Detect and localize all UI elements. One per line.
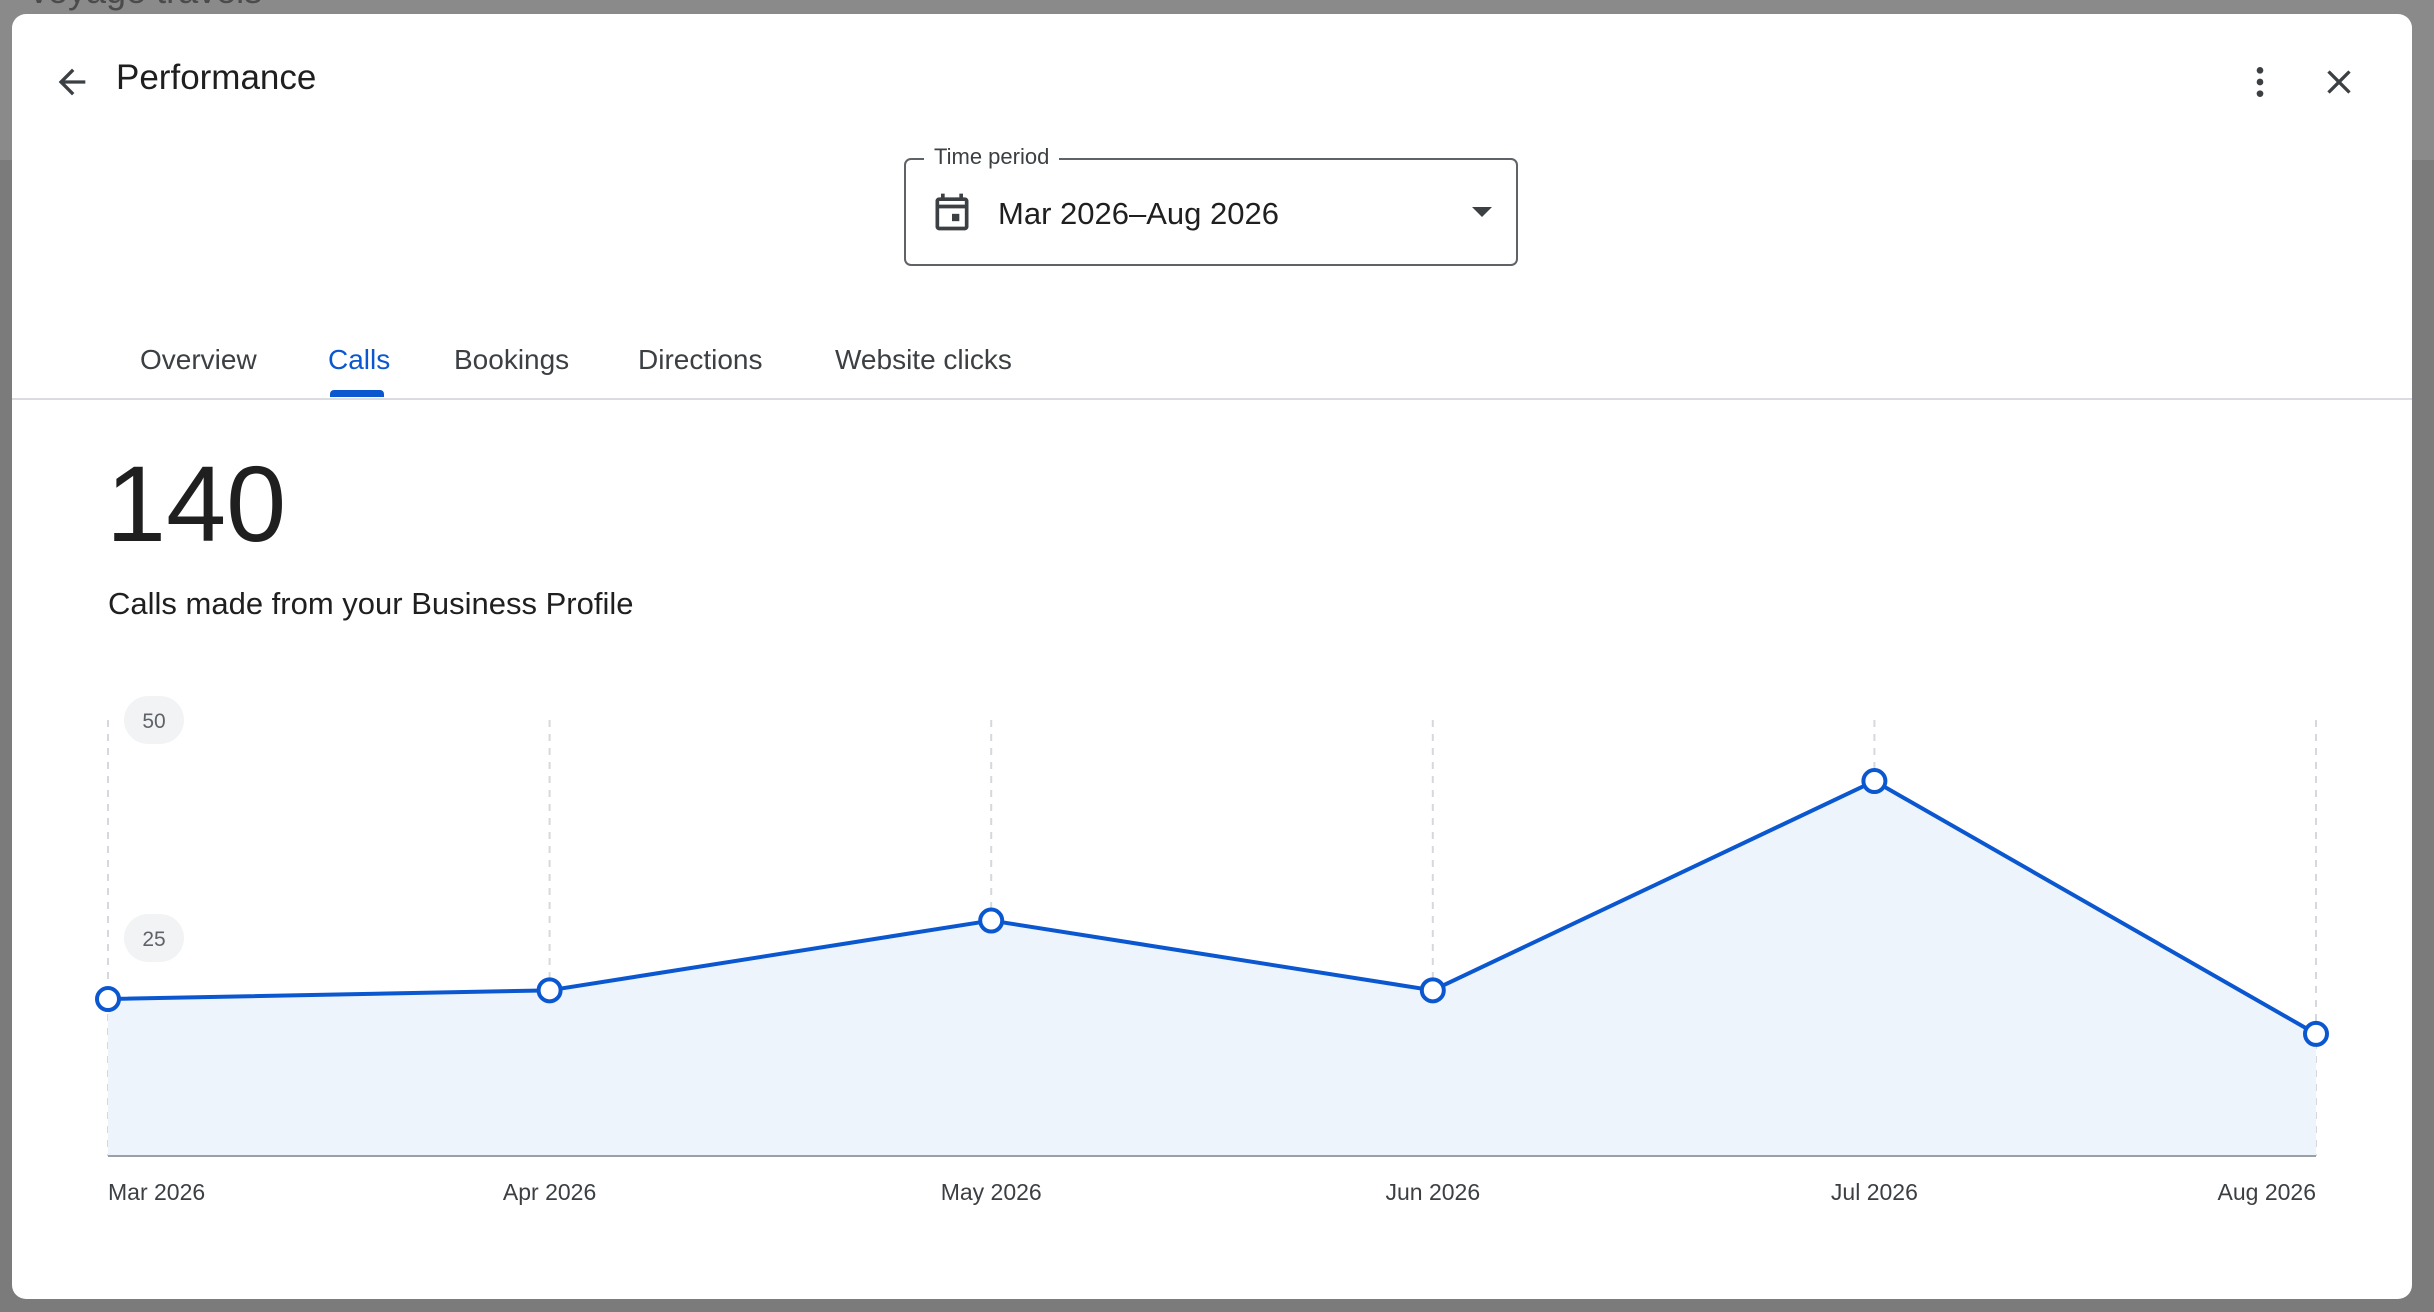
x-tick-label: Apr 2026	[503, 1179, 596, 1205]
page-title: Performance	[116, 58, 317, 97]
time-period-label: Time period	[924, 144, 1060, 170]
x-tick-label: Mar 2026	[108, 1179, 205, 1205]
data-point	[1419, 977, 1446, 1004]
performance-dialog: Performance Time period Mar 2026–Aug 202…	[12, 14, 2412, 1299]
tab-bar: Overview Calls Bookings Directions Websi…	[12, 314, 2412, 400]
tab-directions[interactable]: Directions	[638, 344, 763, 375]
more-vert-icon	[2256, 67, 2264, 97]
back-button[interactable]	[36, 46, 108, 118]
tab-calls[interactable]: Calls	[328, 344, 391, 375]
tab-bookings[interactable]: Bookings	[454, 344, 570, 375]
tab-website-clicks[interactable]: Website clicks	[835, 344, 1012, 375]
data-point	[95, 986, 121, 1013]
close-icon	[2327, 70, 2351, 94]
data-point	[978, 907, 1005, 934]
time-period-select[interactable]: Time period Mar 2026–Aug 2026	[904, 144, 1518, 266]
backdrop-title: voyage travels	[30, 0, 262, 12]
y-tick-label: 25	[142, 928, 165, 951]
data-point	[2303, 1020, 2329, 1047]
arrow-left-icon	[58, 68, 86, 96]
active-tab-indicator	[330, 390, 384, 397]
x-tick-label: Jul 2026	[1831, 1179, 1918, 1205]
dialog-header: Performance	[12, 14, 2412, 124]
y-tick-label: 50	[142, 710, 165, 733]
dropdown-arrow-icon	[1468, 204, 1496, 225]
tab-overview[interactable]: Overview	[140, 344, 257, 375]
x-tick-label: Jun 2026	[1385, 1179, 1480, 1205]
y-tick-pill	[124, 914, 184, 962]
calls-description: Calls made from your Business Profile	[108, 586, 634, 621]
series-area	[108, 781, 2316, 1156]
time-period-value: Mar 2026–Aug 2026	[998, 196, 1279, 231]
close-button[interactable]	[2303, 46, 2375, 118]
x-tick-label: Aug 2026	[2218, 1179, 2316, 1205]
more-options-button[interactable]	[2224, 46, 2296, 118]
data-point	[536, 977, 563, 1004]
calls-total: 140	[106, 443, 287, 564]
series-line	[107, 779, 2317, 1036]
y-tick-pill	[124, 696, 184, 744]
data-point	[1861, 768, 1888, 795]
calls-line-chart: 50 25 Mar 2026 Apr 2026 May 2026 Jun 2026 Jul …	[95, 696, 2329, 1205]
x-tick-label: May 2026	[941, 1179, 1042, 1205]
calendar-icon	[930, 190, 974, 239]
